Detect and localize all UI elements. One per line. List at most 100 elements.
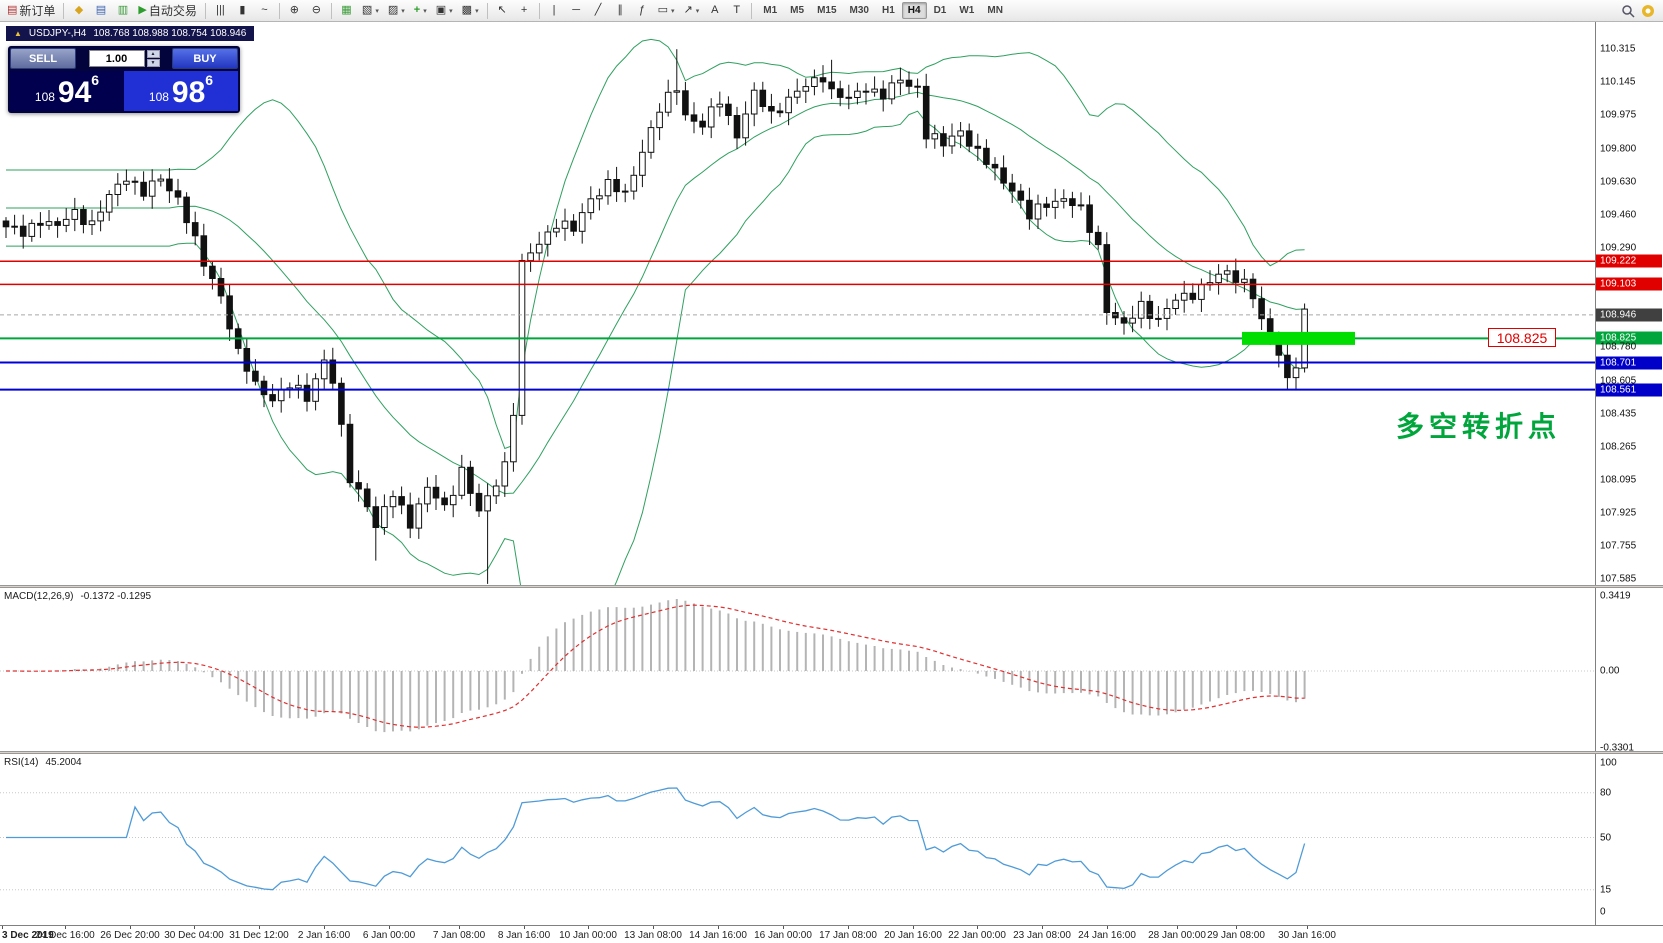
toolbar: ▤ 新订单 ◆ ▤ ▥ ▶ 自动交易 ||| ▮ ~ ⊕ ⊖ ▦ ▧ ▾ ▨ ▾ + ▾ ▣ ▾ ▩ ▾ ↖ + | ─ ╱ ∥ ƒ ▭ ▾ ↗… (0, 0, 1663, 22)
channel-tool-button[interactable]: ∥ (610, 1, 631, 20)
bar-chart-mode-button[interactable]: ||| (210, 1, 231, 20)
highlight-rectangle[interactable] (1242, 331, 1355, 345)
text-tool-icon: A (711, 4, 719, 16)
time-axis-label: 14 Jan 16:00 (689, 930, 747, 941)
main-chart-pane[interactable] (0, 22, 1595, 585)
time-axis-tick (1107, 926, 1108, 929)
profile-button[interactable]: ▤ (90, 1, 111, 20)
community-icon (1642, 4, 1654, 17)
community-button[interactable] (1640, 3, 1656, 19)
timeframe-h1-button[interactable]: H1 (881, 5, 895, 16)
zoom-out-button[interactable]: ⊖ (306, 1, 327, 20)
autotrade-button[interactable]: ▶ 自动交易 (134, 1, 200, 20)
trendline-tool-icon: ╱ (594, 4, 602, 16)
time-axis-label: 6 Jan 00:00 (362, 930, 416, 941)
price-axis-label: 107.925 (1600, 507, 1637, 519)
price-axis[interactable]: 110.315 110.145 109.975 109.800 109.630 109.4… (1595, 22, 1663, 925)
rsi-indicator-pane[interactable] (0, 754, 1595, 925)
periods-button[interactable]: ▣ ▾ (432, 1, 457, 20)
cursor-button[interactable]: ↖ (492, 1, 513, 20)
timeframe-m1-button[interactable]: M1 (763, 5, 778, 16)
timeframe-m15-button[interactable]: M15 (817, 5, 837, 16)
timeframe-mn-button[interactable]: MN (987, 5, 1003, 16)
cursor-icon: ↖ (497, 4, 507, 16)
rsi-scale-label: 0 (1600, 906, 1606, 918)
time-axis-label: 3 Dec 2019 (2, 930, 54, 941)
indicators-button[interactable]: + ▾ (410, 1, 431, 20)
pane-divider[interactable] (0, 585, 1663, 588)
time-axis-tick (194, 926, 195, 929)
buy-price-sup: 6 (205, 72, 214, 88)
profiles-icon: ▨ (387, 4, 399, 16)
hline-tool-button[interactable]: ─ (566, 1, 587, 20)
search-icon (1622, 4, 1635, 18)
price-axis-tag-current: 108.946 (1596, 308, 1662, 322)
line-chart-mode-button[interactable]: ~ (254, 1, 275, 20)
crosshair-button[interactable]: + (514, 1, 535, 20)
rsi-name: RSI(14) (4, 757, 39, 768)
sell-button[interactable]: SELL (10, 48, 76, 69)
shapes-tool-button[interactable]: ▭ ▾ (654, 1, 679, 20)
rsi-value: 45.2004 (45, 757, 82, 768)
price-axis-label: 108.095 (1600, 474, 1637, 486)
new-order-icon: ▤ (7, 4, 18, 16)
fibonacci-tool-button[interactable]: ƒ (632, 1, 653, 20)
symbol-info-strip: ▲ USDJPY-,H4 108.768 108.988 108.754 108… (6, 26, 255, 41)
templates-button[interactable]: ▩ ▾ (458, 1, 483, 20)
zoom-out-icon: ⊖ (311, 4, 322, 16)
rsi-scale-label: 50 (1600, 832, 1612, 843)
time-axis-tick (848, 926, 849, 929)
time-axis-label: 10 Jan 00:00 (559, 930, 617, 941)
price-callout-label[interactable]: 108.825 (1488, 328, 1556, 347)
price-axis-label: 108.435 (1600, 408, 1637, 420)
buy-button[interactable]: BUY (172, 48, 238, 69)
tile-windows-button[interactable]: ▦ (336, 1, 357, 20)
zoom-in-button[interactable]: ⊕ (284, 1, 305, 20)
macd-scale-label: -0.3301 (1600, 742, 1634, 754)
price-axis-label: 107.755 (1600, 540, 1637, 552)
volume-input[interactable] (88, 50, 145, 67)
time-axis-label: 24 Jan 16:00 (1078, 930, 1136, 941)
volume-increase-button[interactable]: ▲ (146, 50, 160, 58)
charts-gold-button[interactable]: ◆ (68, 1, 89, 20)
price-axis-tag-red: 109.222 (1596, 254, 1662, 268)
timeframe-w1-button[interactable]: W1 (959, 5, 975, 16)
timeframe-m5-button[interactable]: M5 (790, 5, 805, 16)
price-axis-tag-green: 108.825 (1596, 331, 1662, 345)
time-axis-tick (2, 926, 3, 929)
timeframe-m30-button[interactable]: M30 (849, 5, 869, 16)
line-chart-mode-icon: ~ (261, 4, 268, 16)
volume-decrease-button[interactable]: ▼ (146, 59, 160, 67)
macd-indicator-pane[interactable] (0, 588, 1595, 751)
sell-price-prefix: 108 (34, 90, 55, 104)
time-axis-tick (389, 926, 390, 929)
pane-divider[interactable] (0, 751, 1663, 754)
crosshair-icon: + (520, 4, 528, 16)
symbol-name: USDJPY-,H4 (28, 28, 87, 39)
horizontal-level-lines[interactable] (0, 260, 1595, 391)
candlestick-mode-button[interactable]: ▮ (232, 1, 253, 20)
new-order-button[interactable]: ▤ 新订单 (3, 1, 59, 20)
volume-box: ▲ ▼ (78, 48, 170, 69)
vline-tool-button[interactable]: | (544, 1, 565, 20)
time-axis-label: 31 Dec 12:00 (229, 930, 289, 941)
arrows-tool-button[interactable]: ↗ ▾ (680, 1, 704, 20)
label-tool-button[interactable]: T (726, 1, 747, 20)
toolbar-separator (538, 2, 540, 19)
chevron-down-icon: ▾ (671, 7, 675, 15)
autotrade-icon: ▶ (138, 4, 147, 16)
profiles-button[interactable]: ▨ ▾ (384, 1, 409, 20)
text-tool-button[interactable]: A (704, 1, 725, 20)
timeframe-d1-button[interactable]: D1 (933, 5, 947, 16)
trendline-tool-button[interactable]: ╱ (588, 1, 609, 20)
sell-price-sup: 6 (91, 72, 100, 88)
label-tool-icon: T (733, 4, 741, 16)
time-axis-tick (259, 926, 260, 929)
search-button[interactable] (1620, 3, 1636, 19)
macd-signal-line (6, 604, 1305, 728)
market-watch-button[interactable]: ▥ (112, 1, 133, 20)
timeframe-h4-button[interactable]: H4 (901, 2, 927, 19)
time-axis[interactable]: 3 Dec 2019 24 Dec 16:00 26 Dec 20:00 30 Dec… (0, 925, 1663, 943)
candlestick-mode-icon: ▮ (239, 4, 246, 16)
new-chart-button[interactable]: ▧ ▾ (358, 1, 383, 20)
